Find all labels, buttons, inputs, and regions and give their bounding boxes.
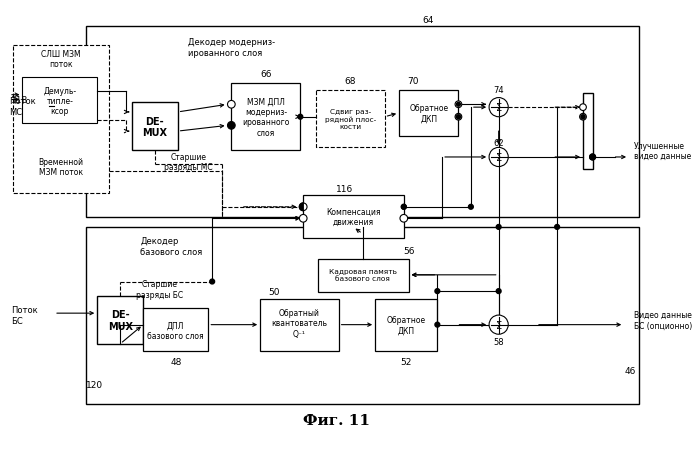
Bar — [86, 27, 639, 218]
Bar — [22, 78, 97, 124]
Bar — [317, 259, 409, 292]
Text: Обратное
ДКП: Обратное ДКП — [409, 104, 448, 123]
Text: Старшие
разряды БС: Старшие разряды БС — [136, 280, 183, 299]
Bar — [375, 299, 438, 352]
Bar — [131, 103, 178, 151]
Text: 120: 120 — [86, 380, 103, 389]
Text: Демуль-
типле-
ксор: Демуль- типле- ксор — [43, 86, 76, 116]
Circle shape — [298, 115, 303, 120]
Bar — [97, 296, 143, 344]
Circle shape — [299, 215, 307, 223]
Bar — [13, 46, 109, 194]
Text: 48: 48 — [170, 357, 182, 366]
Text: 68: 68 — [345, 77, 356, 86]
Text: DE-
MUX: DE- MUX — [108, 309, 133, 331]
Text: Декодер модерниз-
ированного слоя: Декодер модерниз- ированного слоя — [188, 38, 275, 57]
Text: СЛШ МЗМ
поток: СЛШ МЗМ поток — [41, 50, 80, 69]
Text: Обратное
ДКП: Обратное ДКП — [386, 315, 425, 335]
Circle shape — [590, 155, 596, 161]
Text: Старшие
разряды МС: Старшие разряды МС — [164, 153, 212, 172]
Bar — [583, 93, 593, 170]
Circle shape — [435, 322, 440, 327]
Circle shape — [455, 101, 462, 108]
Bar — [303, 196, 404, 239]
Text: Декодер
базового слоя: Декодер базового слоя — [140, 237, 203, 256]
Text: Компенсация
движения: Компенсация движения — [326, 207, 380, 226]
Text: 46: 46 — [624, 366, 635, 375]
Circle shape — [456, 103, 461, 107]
Circle shape — [555, 225, 559, 230]
Circle shape — [401, 205, 406, 210]
Circle shape — [210, 280, 215, 284]
Text: Обратный
квантователь
Q⁻¹: Обратный квантователь Q⁻¹ — [271, 308, 327, 338]
Circle shape — [227, 122, 235, 130]
Bar — [260, 299, 338, 352]
Circle shape — [489, 148, 508, 167]
Circle shape — [579, 105, 586, 111]
Text: Улучшенные
видео данные: Улучшенные видео данные — [634, 141, 691, 161]
Text: 56: 56 — [403, 247, 415, 256]
Circle shape — [496, 225, 501, 230]
Polygon shape — [299, 203, 303, 211]
Circle shape — [299, 203, 307, 211]
Circle shape — [455, 114, 462, 121]
Text: Σ: Σ — [496, 103, 502, 113]
Text: Сдвиг раз-
рядной плос-
кости: Сдвиг раз- рядной плос- кости — [324, 109, 376, 129]
Text: Σ: Σ — [496, 320, 502, 330]
Text: 62: 62 — [493, 139, 504, 148]
Bar — [86, 227, 639, 404]
Text: Σ: Σ — [496, 152, 502, 163]
Text: Поток
БС: Поток БС — [11, 306, 38, 325]
Text: Временной
МЗМ поток: Временной МЗМ поток — [38, 157, 83, 177]
Text: Кадровая память
базового слоя: Кадровая память базового слоя — [329, 269, 396, 282]
Bar — [399, 91, 459, 137]
Circle shape — [496, 289, 501, 294]
Circle shape — [227, 101, 235, 109]
Circle shape — [468, 205, 473, 210]
Text: Фиг. 11: Фиг. 11 — [303, 414, 370, 428]
Text: 50: 50 — [268, 287, 280, 296]
Circle shape — [435, 289, 440, 294]
Bar — [143, 308, 208, 352]
Circle shape — [401, 205, 406, 210]
Text: 74: 74 — [493, 86, 504, 95]
Text: 64: 64 — [422, 16, 433, 25]
Text: 70: 70 — [408, 77, 419, 86]
Circle shape — [581, 115, 585, 120]
Text: 116: 116 — [336, 184, 353, 193]
Text: 58: 58 — [493, 338, 504, 347]
Text: DE-
MUX: DE- MUX — [142, 116, 167, 138]
Circle shape — [590, 155, 596, 161]
Text: 52: 52 — [400, 357, 412, 366]
Circle shape — [456, 115, 461, 120]
Text: Поток
МС: Поток МС — [9, 97, 36, 117]
Bar — [316, 91, 384, 148]
Text: 118: 118 — [11, 96, 28, 105]
Text: Видео данные
БС (опционно): Видео данные БС (опционно) — [634, 310, 692, 330]
Bar — [231, 84, 301, 151]
Circle shape — [489, 98, 508, 117]
Circle shape — [400, 215, 408, 223]
Circle shape — [489, 315, 508, 335]
Circle shape — [579, 114, 586, 121]
Text: ДПЛ
базового слоя: ДПЛ базового слоя — [147, 321, 204, 341]
Text: МЗМ ДПЛ
модерниз-
ированного
слоя: МЗМ ДПЛ модерниз- ированного слоя — [242, 97, 289, 138]
Text: 66: 66 — [260, 70, 272, 79]
